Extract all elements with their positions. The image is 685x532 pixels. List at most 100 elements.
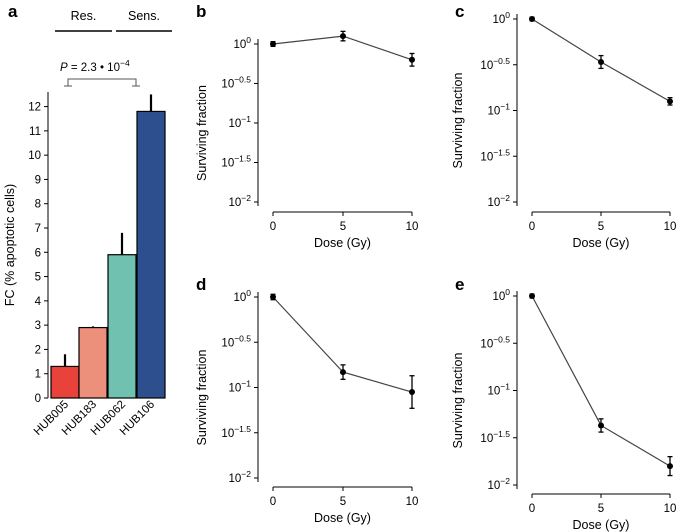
y-tick-label: 10−2 (488, 476, 511, 492)
p-label: P (60, 62, 68, 74)
x-tick-label: 10 (664, 503, 677, 515)
y-tick-exponent: −0.5 (493, 56, 510, 66)
y-tick-exponent: −1.5 (234, 154, 251, 164)
y-tick-label: 10−0.5 (480, 334, 510, 350)
panel-letter-d: d (196, 275, 206, 294)
panel-letter-c: c (455, 2, 464, 21)
y-tick-base: 10 (229, 197, 242, 209)
x-tick-label: 0 (270, 221, 276, 233)
x-tick-label: 5 (598, 221, 604, 233)
y-tick-label: 10−0.5 (221, 333, 251, 349)
y-tick-base: 10 (492, 14, 505, 26)
y-tick-label: 10−1 (488, 102, 511, 118)
data-point (598, 59, 604, 66)
y-tick-exponent: −1 (241, 379, 251, 389)
y-tick-exponent: −0.5 (234, 75, 251, 85)
y-tick-label: 10−1 (229, 114, 252, 130)
x-tick-label: 5 (340, 221, 346, 233)
data-point (529, 16, 535, 22)
y-tick-label: 10−1.5 (221, 424, 251, 440)
y-tick-exponent: 0 (246, 35, 251, 45)
x-tick-label: 0 (270, 496, 276, 508)
x-tick-label: 0 (529, 221, 535, 233)
panel-a: a Res. Sens.P = 2.3 • 10−40123456789101112… (3, 2, 172, 438)
y-tick-label: 3 (35, 320, 41, 332)
y-tick-label: 100 (492, 287, 510, 303)
y-tick-exponent: −1 (241, 114, 251, 124)
y-axis-title: Surviving fraction (195, 350, 209, 446)
y-tick-label: 10−2 (229, 193, 252, 209)
y-axis-title: FC (% apoptotic cells) (3, 184, 17, 306)
y-axis-title: Surviving fraction (451, 353, 465, 449)
y-tick-label: 7 (35, 223, 41, 235)
y-tick-label: 8 (35, 199, 41, 211)
y-tick-base: 10 (233, 39, 246, 51)
y-tick-exponent: −2 (500, 476, 510, 486)
y-tick-base: 10 (221, 337, 234, 349)
y-tick-exponent: 0 (246, 288, 251, 298)
y-tick-exponent: 0 (505, 287, 510, 297)
y-tick-base: 10 (480, 433, 493, 445)
y-tick-label: 10−0.5 (221, 75, 251, 91)
y-tick-label: 10−0.5 (480, 56, 510, 72)
y-tick-label: 6 (35, 247, 41, 259)
y-tick-label: 100 (233, 288, 251, 304)
data-point (409, 56, 415, 63)
x-tick-label: 10 (406, 221, 419, 233)
y-tick-label: 10−1.5 (480, 429, 510, 445)
y-axis-title: Surviving fraction (195, 85, 209, 181)
x-axis-title: Dose (Gy) (573, 236, 630, 250)
y-tick-base: 10 (488, 106, 501, 118)
y-tick-base: 10 (488, 480, 501, 492)
y-tick-exponent: −1 (500, 382, 510, 392)
y-tick-label: 9 (35, 174, 41, 186)
data-point (270, 41, 276, 47)
y-tick-exponent: −0.5 (493, 334, 510, 344)
y-tick-label: 11 (29, 126, 41, 138)
x-tick-label: 5 (340, 496, 346, 508)
y-tick-base: 10 (221, 428, 234, 440)
bar-hub062 (107, 254, 137, 399)
y-tick-label: 4 (35, 296, 42, 308)
y-tick-label: 100 (492, 10, 510, 26)
y-tick-label: 10 (28, 150, 41, 162)
y-tick-exponent: −1 (500, 102, 510, 112)
p-value-exponent: −4 (120, 58, 130, 68)
y-tick-label: 5 (35, 272, 41, 284)
panel-letter-e: e (455, 275, 464, 294)
y-tick-base: 10 (221, 158, 234, 170)
data-point (529, 293, 535, 299)
y-tick-base: 10 (233, 292, 246, 304)
y-tick-exponent: −0.5 (234, 333, 251, 343)
y-tick-label: 0 (35, 393, 41, 405)
x-tick-label: 10 (406, 496, 419, 508)
x-axis-title: Dose (Gy) (314, 511, 371, 525)
y-tick-exponent: −2 (241, 193, 251, 203)
panel-letter-b: b (196, 2, 206, 21)
group-label: Res. (71, 9, 97, 23)
data-point (667, 463, 673, 470)
y-tick-label: 10−1.5 (221, 154, 251, 170)
y-tick-exponent: −2 (241, 469, 251, 479)
y-tick-base: 10 (229, 383, 242, 395)
x-axis-title: Dose (Gy) (573, 518, 630, 532)
group-label: Sens. (128, 9, 160, 23)
data-point (270, 294, 276, 300)
y-tick-label: 10−1 (229, 379, 252, 395)
series-line (531, 295, 671, 467)
data-point (667, 98, 673, 105)
y-tick-base: 10 (229, 473, 242, 485)
y-tick-label: 10−2 (229, 469, 252, 485)
y-tick-exponent: −1.5 (234, 424, 251, 434)
y-tick-exponent: −1.5 (493, 147, 510, 157)
bar-hub183 (78, 326, 108, 399)
data-point (598, 422, 604, 429)
bar-hub005 (50, 365, 80, 399)
y-tick-base: 10 (488, 197, 501, 209)
y-tick-label: 100 (233, 35, 251, 51)
y-tick-exponent: −2 (500, 193, 510, 203)
